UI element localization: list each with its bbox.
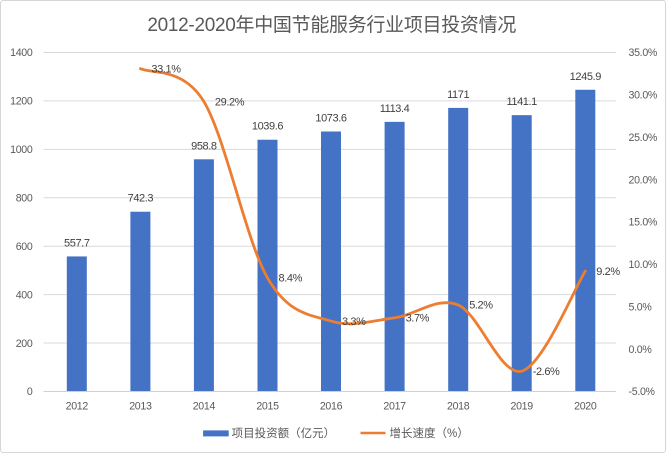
svg-text:2016: 2016 [320,401,343,413]
svg-text:29.2%: 29.2% [215,96,245,108]
svg-text:2012: 2012 [66,401,89,413]
svg-text:1171: 1171 [447,89,469,101]
svg-text:15.0%: 15.0% [629,217,658,229]
svg-text:20.0%: 20.0% [629,174,658,186]
svg-text:1039.6: 1039.6 [252,121,284,133]
svg-text:1141.1: 1141.1 [506,96,537,108]
svg-text:增长速度（%）: 增长速度（%） [390,426,469,440]
svg-text:1073.6: 1073.6 [315,113,347,125]
svg-text:3.3%: 3.3% [342,316,366,328]
svg-text:2014: 2014 [193,401,216,413]
svg-text:958.8: 958.8 [191,140,217,152]
svg-text:1245.9: 1245.9 [570,71,602,83]
svg-text:1200: 1200 [10,96,33,108]
svg-text:-2.6%: -2.6% [533,366,560,378]
svg-text:2018: 2018 [447,401,470,413]
svg-text:2015: 2015 [256,401,279,413]
svg-text:1000: 1000 [10,144,33,156]
svg-text:2019: 2019 [511,401,534,413]
svg-text:200: 200 [16,338,33,350]
svg-text:557.7: 557.7 [64,237,90,249]
svg-text:5.2%: 5.2% [469,300,493,312]
svg-text:35.0%: 35.0% [629,47,658,59]
svg-text:10.0%: 10.0% [629,259,658,271]
svg-text:0.0%: 0.0% [629,344,653,356]
svg-text:0: 0 [27,386,33,398]
svg-text:25.0%: 25.0% [629,132,658,144]
svg-text:1400: 1400 [10,47,33,59]
svg-text:3.7%: 3.7% [406,313,430,325]
svg-text:2017: 2017 [383,401,406,413]
svg-text:2020: 2020 [574,401,597,413]
svg-text:项目投资额（亿元）: 项目投资额（亿元） [232,426,336,440]
svg-text:1113.4: 1113.4 [380,103,410,115]
svg-text:33.1%: 33.1% [151,63,181,75]
svg-text:600: 600 [16,241,33,253]
svg-text:8.4%: 8.4% [279,273,303,285]
svg-text:2013: 2013 [129,401,152,413]
svg-text:-5.0%: -5.0% [629,386,656,398]
svg-text:9.2%: 9.2% [596,266,620,278]
svg-text:2012-2020年中国节能服务行业项目投资情况: 2012-2020年中国节能服务行业项目投资情况 [147,14,516,36]
svg-text:5.0%: 5.0% [629,301,653,313]
svg-text:30.0%: 30.0% [629,90,658,102]
svg-text:400: 400 [16,289,33,301]
svg-text:800: 800 [16,193,33,205]
svg-text:742.3: 742.3 [128,193,154,205]
